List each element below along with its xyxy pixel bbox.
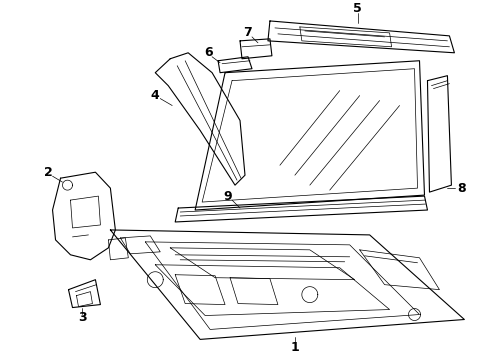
Text: 9: 9 — [224, 190, 232, 203]
Text: 6: 6 — [204, 46, 213, 59]
Text: 8: 8 — [457, 182, 465, 195]
Text: 1: 1 — [291, 341, 299, 354]
Text: 2: 2 — [44, 166, 53, 179]
Text: 5: 5 — [353, 3, 362, 15]
Text: 7: 7 — [244, 26, 252, 39]
Text: 4: 4 — [151, 89, 160, 102]
Text: 3: 3 — [78, 311, 87, 324]
